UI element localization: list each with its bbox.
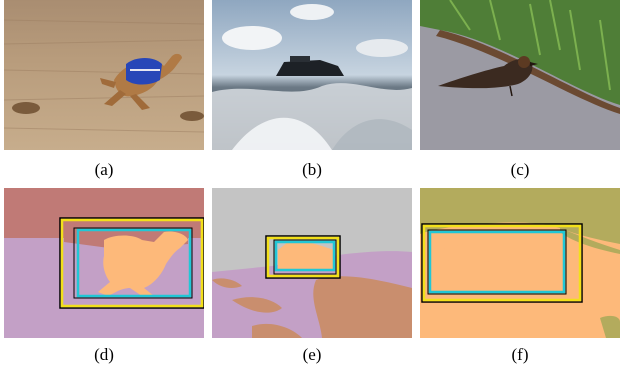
box-yellow bbox=[60, 218, 204, 308]
caption-c: (c) bbox=[510, 160, 530, 179]
box-yellow bbox=[266, 236, 340, 278]
bird-segmentation bbox=[420, 188, 620, 338]
box-inner-black bbox=[73, 227, 193, 299]
panel-c-photo bbox=[420, 0, 620, 150]
caption-b: (b) bbox=[302, 160, 322, 179]
caption-a: (a) bbox=[94, 160, 114, 179]
panel-d-segmentation bbox=[4, 188, 204, 338]
cruise-ship bbox=[276, 56, 344, 76]
box-outer-black bbox=[59, 217, 204, 309]
bird-photo bbox=[420, 0, 620, 150]
bird bbox=[438, 56, 538, 97]
caption-d: (d) bbox=[94, 345, 114, 364]
panel-e-segmentation bbox=[212, 188, 412, 338]
dog-photo bbox=[4, 0, 204, 150]
panel-a-photo bbox=[4, 0, 204, 150]
box-cyan bbox=[76, 228, 192, 298]
box-cyan bbox=[274, 240, 336, 272]
ship-segmentation bbox=[212, 188, 412, 338]
ship-segment bbox=[278, 242, 334, 270]
box-inner-black bbox=[427, 229, 567, 295]
panel-b-photo bbox=[212, 0, 412, 150]
bird-segment bbox=[430, 235, 580, 262]
caption-f: (f) bbox=[511, 345, 529, 364]
box-outer-black bbox=[421, 223, 583, 303]
box-cyan bbox=[428, 230, 566, 294]
dog-segment bbox=[98, 231, 188, 296]
box-outer-black bbox=[265, 235, 341, 279]
box-yellow bbox=[422, 224, 582, 302]
ship-photo bbox=[212, 0, 412, 150]
caption-e: (e) bbox=[302, 345, 322, 364]
greyhound bbox=[100, 53, 182, 110]
dog-segmentation bbox=[4, 188, 204, 338]
panel-f-segmentation bbox=[420, 188, 620, 338]
box-inner-black bbox=[273, 239, 337, 275]
